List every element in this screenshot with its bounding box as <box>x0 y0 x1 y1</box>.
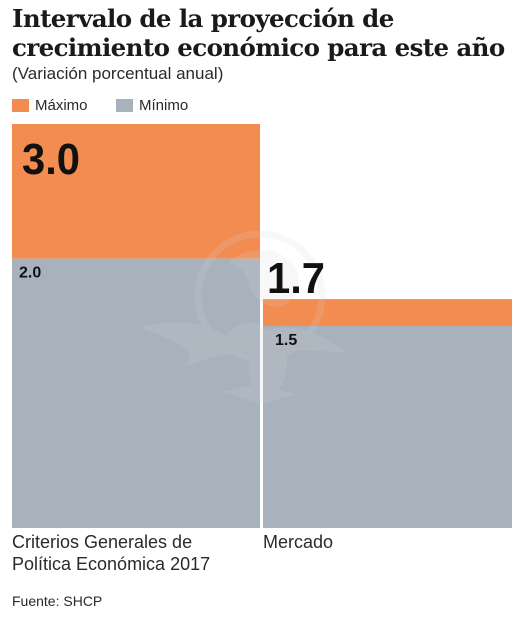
value-label-maximo-mercado: 1.7 <box>267 254 325 303</box>
bar-minimo-mercado <box>263 326 512 528</box>
chart-value-labels: 3.0 2.0 1.7 1.5 <box>19 135 325 349</box>
category-label-cgpe-2017: Criterios Generales de Política Económic… <box>12 532 211 574</box>
legend-label-minimo: Mínimo <box>139 96 189 114</box>
chart-title: Intervalo de la proyección de crecimient… <box>12 4 505 62</box>
bar-maximo-cgpe-2017 <box>12 124 260 259</box>
bar-maximo-mercado <box>263 299 512 326</box>
bar-minimo-cgpe-2017 <box>12 258 260 528</box>
value-label-minimo-mercado: 1.5 <box>275 332 297 349</box>
eagle-seal-icon <box>140 230 346 404</box>
legend-item-maximo: Máximo <box>12 96 88 114</box>
value-label-maximo-cgpe-2017: 3.0 <box>22 135 80 184</box>
source-note: Fuente: SHCP <box>12 593 103 609</box>
chart-subtitle: (Variación porcentual anual) <box>12 64 224 83</box>
legend-swatch-minimo <box>116 98 133 112</box>
value-label-minimo-cgpe-2017: 2.0 <box>19 265 41 282</box>
legend-item-minimo: Mínimo <box>116 96 188 114</box>
chart-bars <box>12 124 512 528</box>
category-label-mercado: Mercado <box>263 532 334 552</box>
legend-label-maximo: Máximo <box>35 96 88 114</box>
legend-swatch-maximo <box>12 98 29 112</box>
